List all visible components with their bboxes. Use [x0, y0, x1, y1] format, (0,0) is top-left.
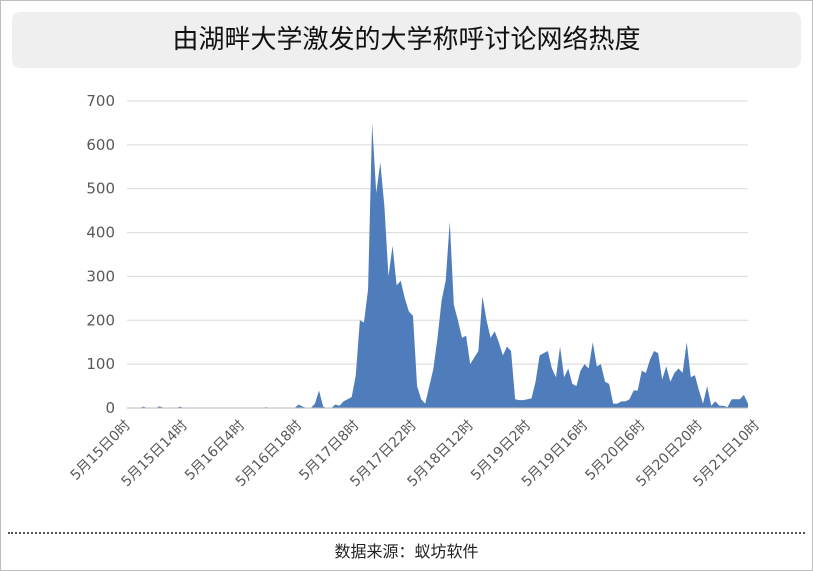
y-tick-label: 100	[86, 355, 115, 373]
y-tick-label: 600	[86, 136, 115, 154]
source-note: 数据来源：蚁坊软件	[334, 542, 479, 561]
y-tick-label: 400	[86, 224, 115, 242]
y-tick-label: 0	[105, 399, 115, 417]
y-tick-label: 200	[86, 311, 115, 329]
y-tick-label: 700	[86, 92, 115, 110]
title-bar: 由湖畔大学激发的大学称呼讨论网络热度	[12, 12, 801, 68]
y-tick-label: 500	[86, 180, 115, 198]
heat-area-series	[127, 122, 748, 409]
y-tick-label: 300	[86, 267, 115, 285]
chart-title: 由湖畔大学激发的大学称呼讨论网络热度	[172, 25, 641, 55]
chart-plot: 01002003004005006007005月15日0时5月15日14时5月1…	[68, 92, 763, 490]
footer-divider	[8, 532, 805, 534]
